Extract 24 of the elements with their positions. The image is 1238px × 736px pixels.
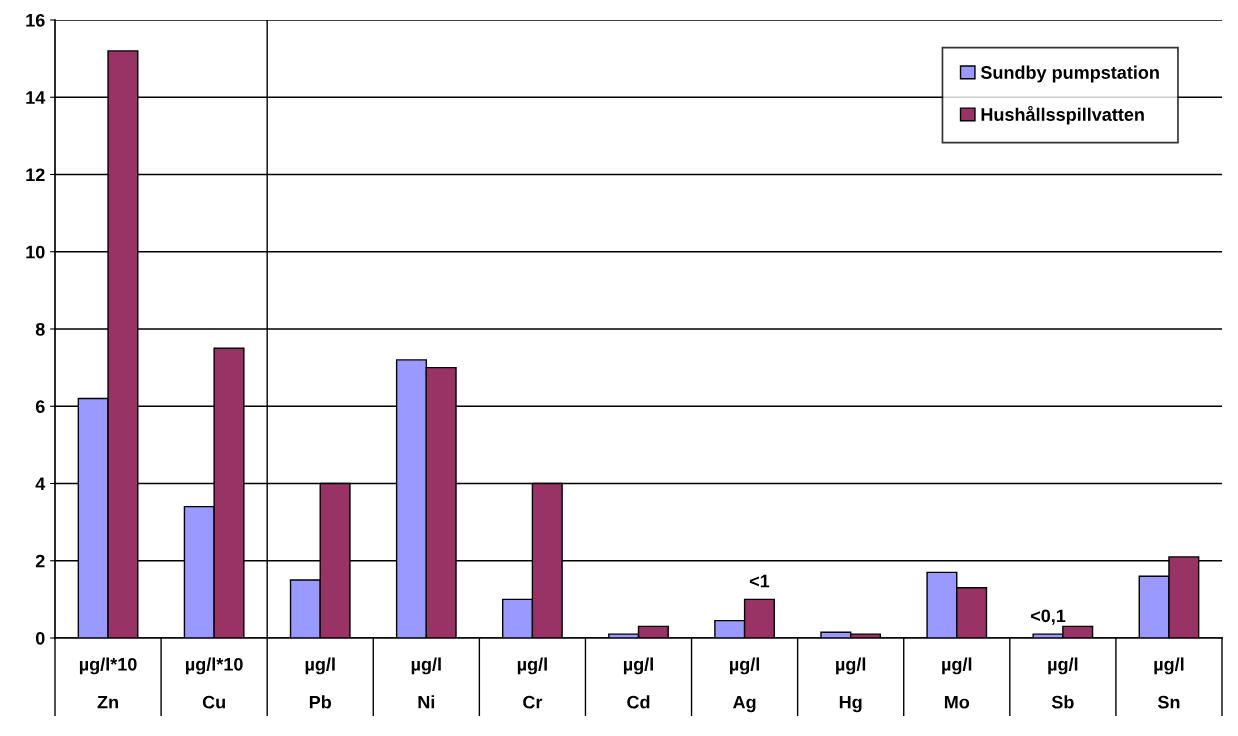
x-tick-label: µg/l Cd (623, 657, 653, 709)
y-tick-label: 2 (35, 554, 45, 568)
x-tick-label: µg/l Pb (305, 657, 335, 709)
y-tick-label: 12 (26, 168, 45, 182)
legend-label: Sundby pumpstation (980, 65, 1159, 83)
legend-label: Hushållsspillvatten (981, 105, 1144, 125)
annotation: <0,1 (1030, 609, 1066, 625)
x-tick-label: µg/l Sb (1048, 657, 1078, 709)
annotation: <1 (749, 574, 770, 588)
y-tick-label: 6 (35, 400, 45, 413)
y-tick-label: 16 (26, 13, 45, 27)
x-tick-label: µg/l*10 Zn (79, 657, 137, 709)
x-tick-label: µg/l Sn (1154, 657, 1184, 709)
x-tick-label: µg/l Cr (517, 657, 547, 709)
x-tick-label: µg/l Hg (836, 657, 866, 713)
x-tick-label: µg/l Ni (411, 657, 441, 709)
y-tick-label: 4 (35, 477, 46, 491)
y-tick-label: 8 (35, 322, 45, 336)
x-tick-label: µg/l Mo (942, 657, 972, 709)
y-tick-label: 14 (26, 91, 46, 104)
x-tick-label: µg/l Ag (730, 657, 760, 713)
y-tick-label: 10 (26, 245, 45, 259)
y-tick-label: 0 (35, 631, 45, 645)
x-tick-label: µg/l*10 Cu (186, 657, 243, 709)
